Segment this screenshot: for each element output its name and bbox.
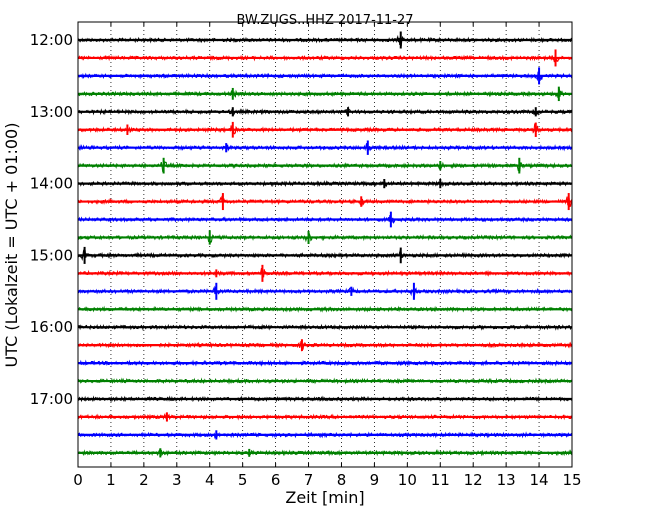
seismic-trace: [77, 412, 573, 422]
x-tick-label: 4: [205, 471, 215, 489]
seismic-trace: [77, 448, 573, 458]
x-tick-label: 6: [271, 471, 281, 489]
seismic-trace: [77, 264, 573, 282]
x-tick-label: 9: [370, 471, 380, 489]
x-tick-label: 3: [172, 471, 182, 489]
x-tick-label: 13: [497, 471, 516, 489]
y-axis-label: UTC (Lokalzeit = UTC + 01:00): [2, 123, 21, 368]
traces: [77, 31, 573, 458]
trace-waveform: [77, 247, 573, 261]
seismic-trace: [77, 323, 573, 331]
seismic-trace: [78, 49, 573, 67]
seismic-trace: [77, 395, 573, 403]
seismic-trace: [77, 67, 573, 85]
x-tick-label: 14: [530, 471, 549, 489]
seismic-trace: [77, 179, 573, 189]
x-tick-label: 12: [464, 471, 483, 489]
y-tick-label: 13:00: [30, 103, 73, 121]
y-tick-label: 15:00: [30, 246, 73, 264]
y-tick-label: 17:00: [30, 390, 73, 408]
x-tick-label: 5: [238, 471, 248, 489]
seismic-trace: [77, 430, 573, 440]
y-tick-label: 12:00: [30, 31, 73, 49]
x-tick-label: 8: [337, 471, 347, 489]
seismic-trace: [77, 377, 573, 385]
x-tick-label: 1: [106, 471, 116, 489]
x-tick-label: 0: [73, 471, 83, 489]
x-tick-label: 15: [562, 471, 581, 489]
trace-waveform: [77, 161, 572, 173]
seismic-trace: [77, 105, 573, 117]
x-tick-label: 10: [398, 471, 417, 489]
seismic-trace: [77, 140, 573, 155]
trace-waveform: [77, 285, 573, 299]
seismic-trace: [77, 31, 572, 49]
seismic-trace: [77, 157, 572, 174]
trace-waveform: [77, 232, 573, 245]
chart-title: BW.ZUGS..HHZ 2017-11-27: [236, 13, 413, 28]
seismic-trace: [77, 211, 573, 228]
seismic-trace: [78, 305, 573, 313]
seismic-trace: [77, 230, 573, 245]
seismic-trace: [77, 86, 573, 102]
seismic-trace: [77, 246, 573, 264]
axis-ticks: 0 1 2 3 4 5 6 7 8 9 10 11 12 13 14 1512:0013:0014:0015:…: [30, 22, 582, 489]
x-tick-label: 2: [139, 471, 149, 489]
seismic-trace: [77, 359, 573, 367]
x-tick-label: 7: [304, 471, 314, 489]
y-tick-label: 16:00: [30, 318, 73, 336]
seismic-trace: [77, 193, 573, 211]
x-axis-label: Zeit [min]: [285, 488, 364, 507]
seismic-trace: [77, 282, 573, 300]
seismic-trace: [77, 121, 573, 138]
seismic-trace: [77, 339, 573, 352]
plot-frame: [77, 21, 573, 468]
y-tick-label: 14:00: [30, 175, 73, 193]
x-tick-label: 11: [431, 471, 450, 489]
